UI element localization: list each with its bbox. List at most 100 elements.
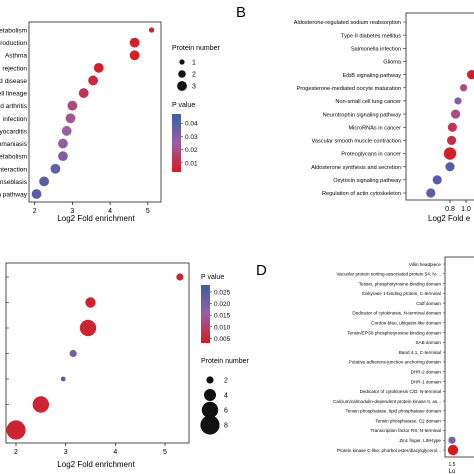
panel-d-x-axis-label: Lo — [449, 469, 456, 474]
panel-a-colorbar-title: P value — [172, 102, 195, 109]
panel-a-size-legend-label: 1 — [192, 60, 196, 67]
panel-b-category-label: Regulation of actin cytoskeleton — [322, 191, 401, 197]
panel-d-category-label: Calcium/calmodulin-dependent protein kin… — [333, 399, 441, 404]
panel-a-size-legend-label: 3 — [192, 84, 196, 91]
panel-c-colorbar-tick-label: 0.010 — [214, 324, 231, 331]
panel-b-point — [447, 135, 457, 145]
panel-b-point — [426, 188, 436, 198]
panel-b-point — [460, 84, 468, 92]
panel-b: B Aldosterone-regulated sodium reabsorpt… — [236, 4, 474, 223]
panel-b-point — [443, 147, 457, 160]
panel-d-category-label: Protein kinase C-like, phorbol ester/dia… — [337, 448, 441, 453]
panel-a-colorbar-tick-label: 0.02 — [185, 147, 198, 154]
panel-a-x-tick-label: 4 — [108, 208, 112, 215]
panel-a-point — [78, 88, 89, 98]
panel-d-category-label: DHR-1 domain — [411, 379, 442, 384]
panel-c-points — [6, 273, 184, 440]
panel-c-x-axis-label: Log2 Fold enrichment — [57, 460, 135, 469]
panel-c-size-legend-title: Protein number — [201, 358, 250, 365]
panel-c-colorbar-tick-label: 0.025 — [214, 289, 231, 296]
panel-b-x-ticks: 0.8 1.0 — [445, 200, 471, 213]
panel-c-x-ticks: 2 3 4 5 — [14, 443, 167, 456]
panel-a-category-label: Asthma — [5, 53, 27, 60]
panel-d-category-labels: Villin headpiece Vacuolar protein sorting… — [333, 262, 445, 453]
panel-a-size-legend: 1 2 3 — [177, 59, 196, 91]
panel-b-category-label: Oxytocin signaling pathway — [333, 178, 401, 184]
panel-a-colorbar — [172, 114, 181, 172]
panel-c-point — [79, 319, 97, 337]
panel-d-category-label: Tensin phosphatase, C2 domain — [375, 418, 441, 423]
panel-d-category-label: Tensin phosphatase, lipid phosphatase do… — [345, 409, 441, 414]
panel-c-x-tick-label: 3 — [64, 449, 68, 456]
panel-c-colorbar — [201, 285, 210, 343]
panel-c-size-legend-label: 4 — [224, 393, 228, 400]
panel-d-category-label: Band 4.1, C-terminal — [399, 350, 441, 355]
panel-b-category-label: Aldosterone synthesis and secretion — [311, 165, 401, 171]
panel-b-point — [451, 109, 461, 119]
panel-c-point — [69, 349, 77, 358]
panel-c-size-legend-label: 6 — [224, 408, 228, 415]
panel-c-size-legend-dot — [204, 389, 216, 401]
panel-b-category-label: Glioma — [383, 60, 402, 66]
panel-a-x-axis-label: Log2 Fold enrichment — [57, 214, 135, 223]
panel-a-category-labels: etabolism roduction Asthma rejection d disea… — [0, 28, 28, 199]
panel-a-point — [65, 113, 76, 124]
panel-c-y-tick-marks — [6, 276, 9, 431]
panel-d-category-label: Ctdf domain — [416, 301, 441, 306]
panel-c-size-legend-dot — [206, 376, 214, 384]
panel-b-category-label: MicroRNAs in cancer — [348, 125, 401, 131]
panel-letter-d: D — [256, 262, 267, 279]
panel-a-category-label: nseblasis — [0, 179, 28, 186]
panel-d-category-label: SAB domain — [415, 340, 441, 345]
panel-c-size-legend-label: 2 — [224, 378, 228, 385]
panel-b-category-label: Proteoglycans in cancer — [341, 152, 401, 158]
panel-a-x-ticks: 2 3 4 5 — [33, 202, 150, 215]
panel-b-category-label: Vascular smooth muscle contraction — [312, 139, 401, 145]
panel-d-x-tick-label: 1.5 — [449, 462, 456, 468]
panel-a-category-label: infection — [3, 116, 28, 123]
panel-a-x-tick-label: 2 — [33, 208, 37, 215]
panel-b-category-label: Progesterone-mediated oocyte maturation — [297, 86, 401, 92]
panel-a-category-label: etabolism — [0, 154, 27, 161]
panel-a-point — [129, 50, 140, 61]
panel-a-point — [88, 75, 99, 86]
panel-c-colorbar-tick-label: 0.020 — [214, 301, 231, 308]
panel-a-point — [50, 163, 61, 174]
panel-a-category-label: rejection — [2, 65, 27, 72]
panel-b-x-tick-label: 0.8 — [445, 206, 455, 213]
panel-a-category-label: hmaniasis — [0, 141, 28, 148]
panel-a-category-label: n pathway — [0, 192, 28, 199]
panel-d-category-label: Cordon-bleu, ubiquitin-like domain — [371, 321, 441, 326]
panel-c-point — [32, 396, 50, 413]
panel-d-category-label: Zinc finger, LIM-type — [399, 438, 441, 443]
panel-b-x-tick-label: 1.0 — [461, 206, 471, 213]
panel-c-x-tick-label: 5 — [163, 449, 167, 456]
panel-d-category-label: Tensin/EPS8 phosphotyrosine binding doma… — [347, 330, 441, 335]
panel-d-category-label: Villin headpiece — [409, 262, 442, 267]
panel-c-x-tick-label: 2 — [14, 449, 18, 456]
panel-c-point — [60, 376, 66, 382]
panel-d-point — [448, 436, 456, 444]
panel-a-point — [58, 151, 68, 162]
panel-c-point — [6, 420, 26, 440]
panel-b-point — [454, 97, 462, 105]
panel-a-colorbar-tick-label: 0.01 — [185, 160, 198, 167]
panel-b-point — [432, 175, 442, 185]
panel-a-category-label: yocarditis — [0, 128, 28, 135]
panel-a-category-label: etabolism — [0, 28, 27, 35]
panel-b-plot-frame — [405, 12, 474, 201]
panel-d: D Villin headpiece Vacuolar protein sorti… — [256, 256, 474, 474]
panel-letter-b: B — [236, 4, 246, 21]
panel-c-size-legend-dot — [200, 415, 220, 435]
panel-a-point — [61, 126, 72, 136]
panel-a-category-label: d disease — [0, 78, 27, 85]
panel-b-category-label: Type II diabetes mellitus — [341, 33, 401, 39]
panel-c-colorbar-ticks: 0.025 0.020 0.015 0.010 0.005 — [210, 289, 231, 343]
panel-a-size-legend-dot — [179, 59, 185, 65]
panel-b-category-label: Non-small cell lung cancer — [335, 99, 401, 105]
panel-d-category-label: Ionkyrase 1-binding protein, C-terminal — [362, 291, 441, 296]
panel-c-size-legend: 2 4 6 8 — [200, 376, 228, 435]
panel-a-colorbar-tick-label: 0.04 — [185, 121, 198, 128]
panel-b-point — [445, 162, 455, 172]
